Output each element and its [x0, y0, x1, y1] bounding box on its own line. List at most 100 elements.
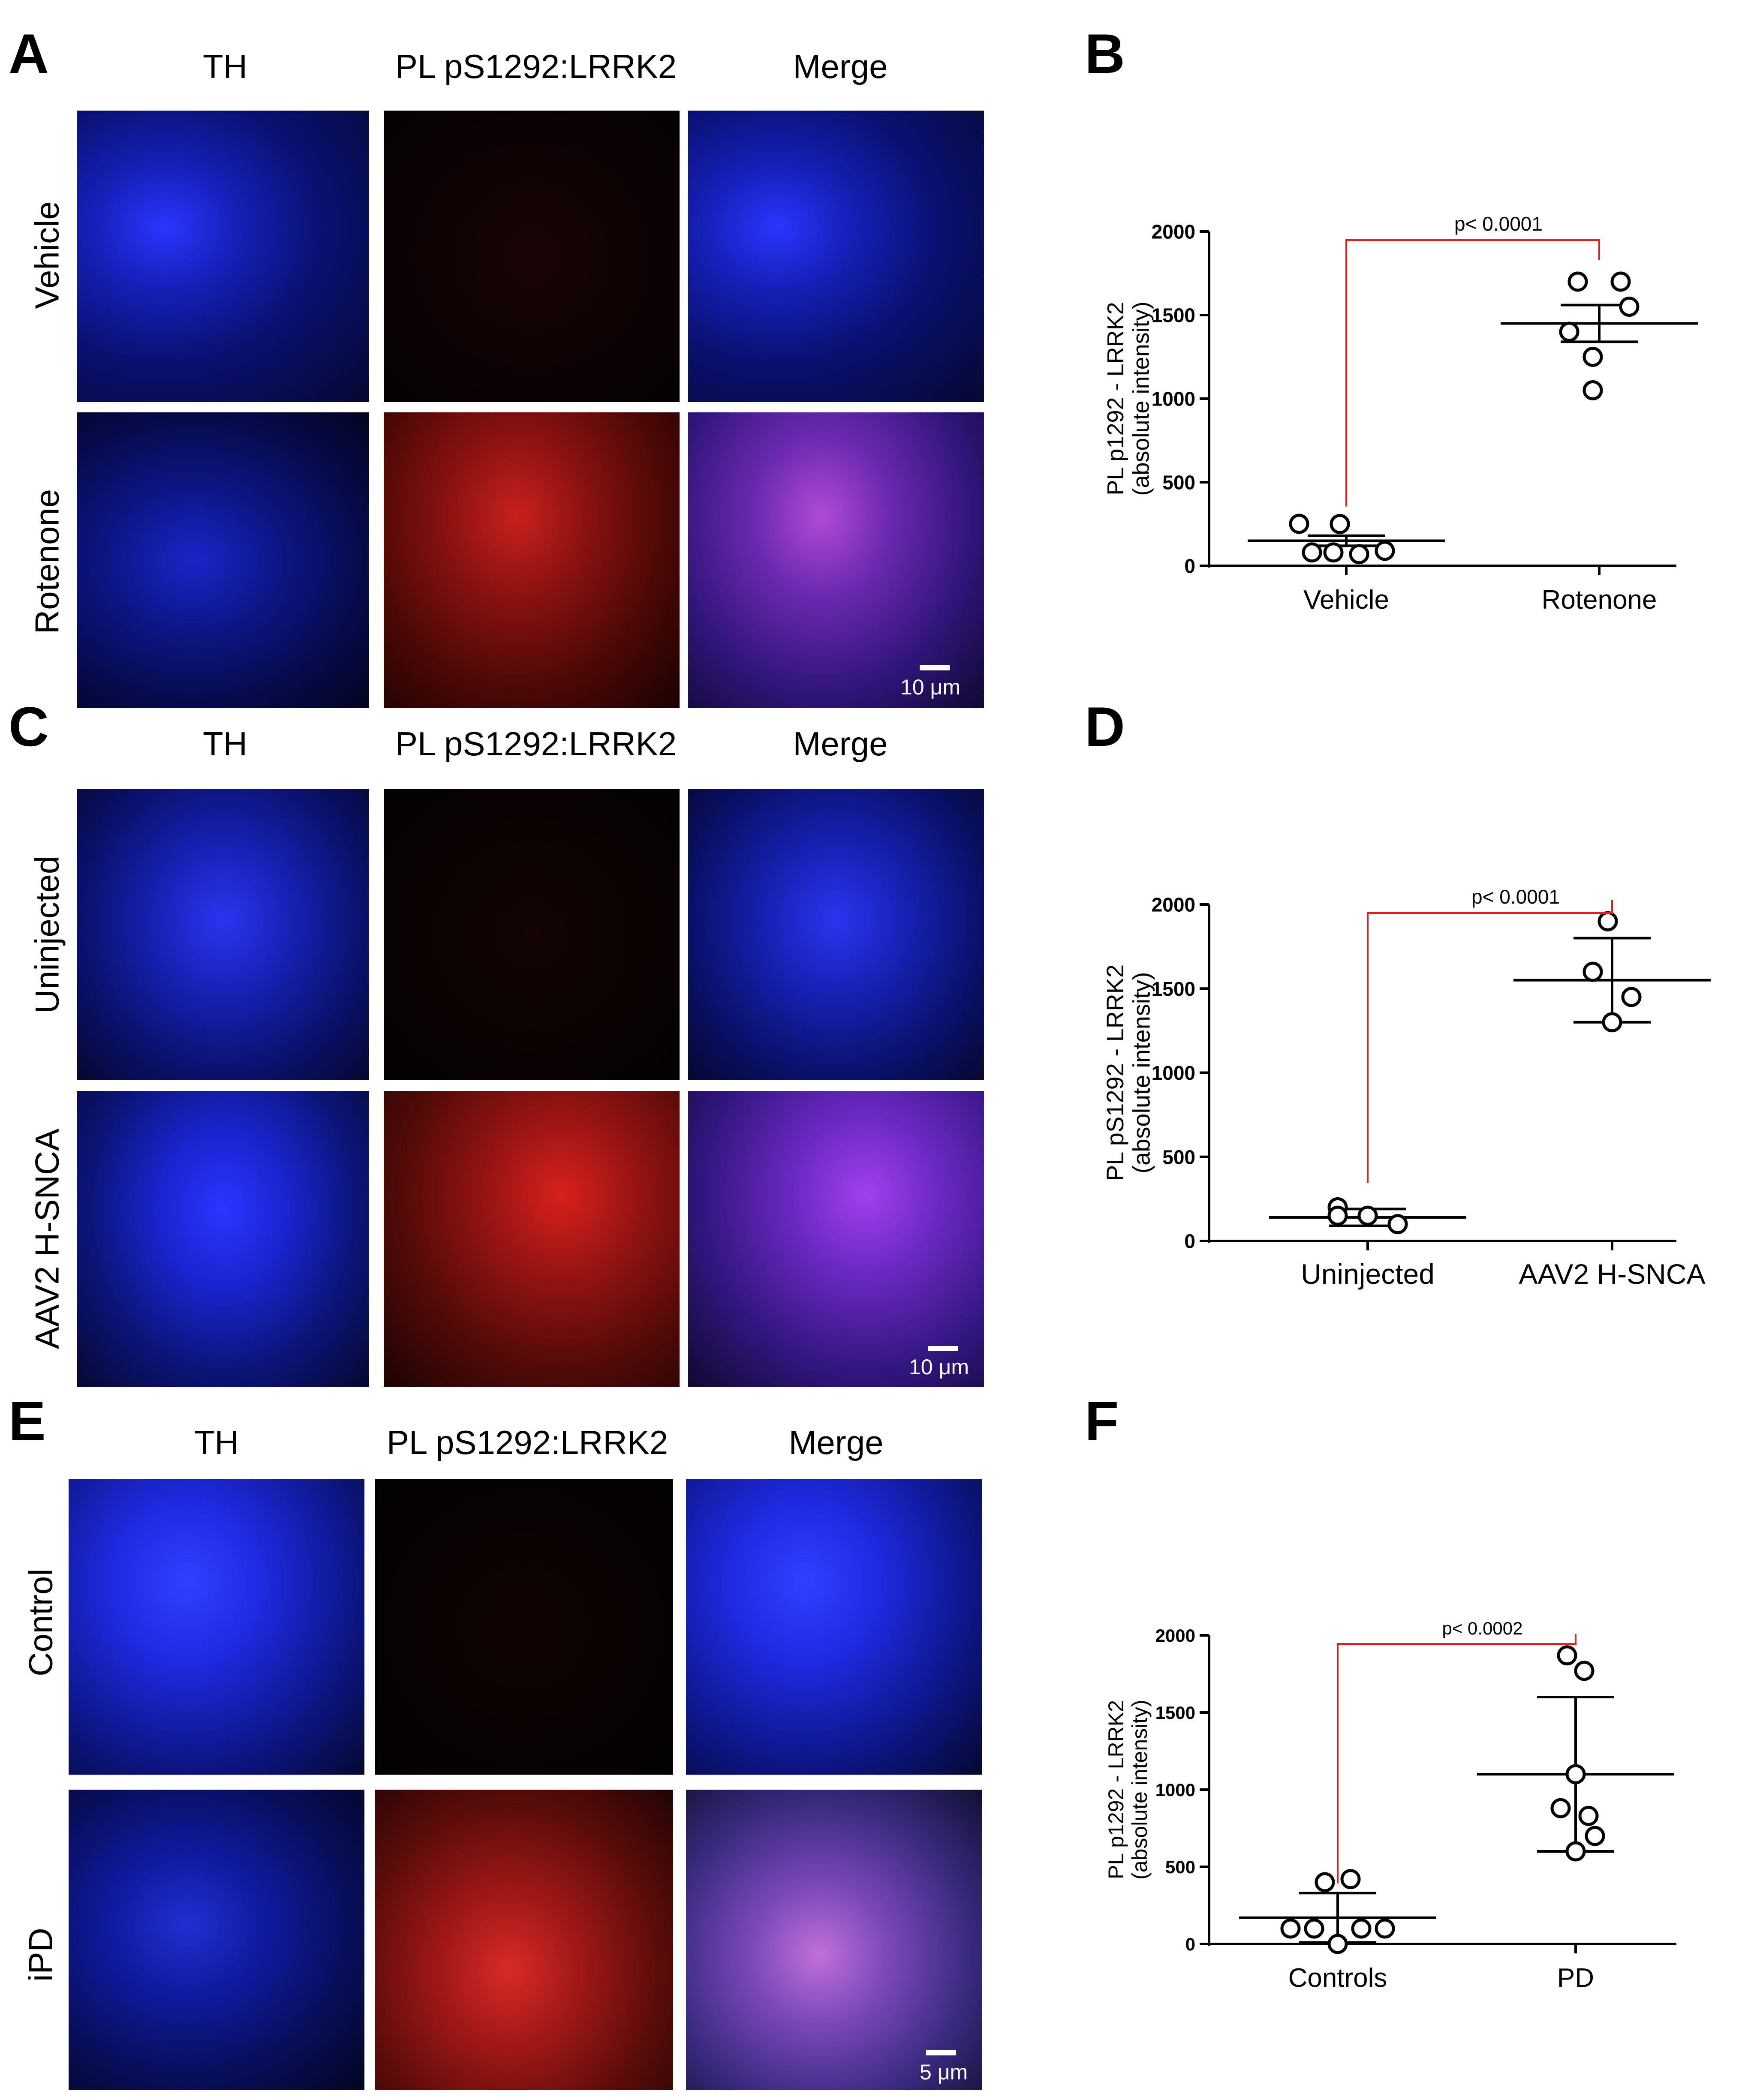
- data-point: [1304, 1918, 1324, 1939]
- x-category-label: Uninjected: [1301, 1258, 1435, 1290]
- data-point: [1387, 1214, 1408, 1235]
- chart-b: 0 500 1000 1500 2000 Vehicle Rotenone PL p1292 …: [1103, 213, 1698, 615]
- col-header-merge: Merge: [793, 725, 888, 763]
- data-point: [1565, 1764, 1586, 1785]
- data-point: [1302, 542, 1322, 563]
- micrograph-merge-rotenone: 10 μm: [688, 412, 984, 708]
- data-point: [1574, 1661, 1595, 1681]
- significance-bracket: [1337, 1634, 1577, 1884]
- data-point: [1280, 1918, 1301, 1939]
- micrograph-pl-rotenone: [384, 412, 680, 708]
- y-axis-label: PL p1292 - LRRK2(absolute intensity): [1104, 1700, 1152, 1880]
- scale-bar: [928, 1346, 958, 1351]
- row-label-ipd: iPD: [21, 1928, 60, 1982]
- data-point: [1550, 1798, 1571, 1818]
- row-label-control: Control: [21, 1568, 60, 1676]
- micrograph-pl-control: [375, 1479, 673, 1775]
- micrograph-merge-ipd: 5 μm: [686, 1790, 982, 2090]
- data-point: [1559, 321, 1580, 342]
- y-tick-label: 1000: [1152, 1062, 1195, 1084]
- micrograph-merge-aav2: 10 μm: [688, 1091, 984, 1387]
- col-header-th: TH: [203, 48, 247, 85]
- data-point: [1315, 1872, 1335, 1893]
- data-point: [1583, 961, 1603, 982]
- micrograph-merge-control: [686, 1479, 982, 1775]
- col-header-merge: Merge: [788, 1424, 884, 1461]
- y-tick-label: 2000: [1155, 1625, 1195, 1646]
- row-label-vehicle: Vehicle: [28, 201, 66, 309]
- panel-letter-a: A: [9, 22, 49, 85]
- scale-bar: [920, 665, 950, 670]
- data-point: [1602, 1012, 1622, 1033]
- y-tick-label: 500: [1162, 1146, 1195, 1168]
- micrograph-pl-vehicle: [384, 111, 680, 402]
- data-point: [1557, 1645, 1577, 1666]
- data-point: [1357, 1205, 1378, 1226]
- data-point: [1349, 544, 1369, 565]
- data-point: [1375, 1918, 1395, 1939]
- col-header-merge: Merge: [793, 48, 888, 85]
- data-point: [1610, 271, 1631, 292]
- chart-f: 0 500 1000 1500 2000 Controls PD PL p1292 - LRR…: [1104, 1618, 1676, 1993]
- y-tick-label: 0: [1184, 1230, 1195, 1253]
- y-tick-label: 1500: [1155, 1703, 1195, 1723]
- y-tick-label: 2000: [1152, 894, 1195, 916]
- significance-bracket: [1345, 239, 1600, 507]
- row-label-uninjected: Uninjected: [28, 855, 66, 1014]
- col-header-th: TH: [194, 1424, 239, 1461]
- panel-letter-e: E: [9, 1390, 46, 1452]
- panel-letter-c: C: [9, 695, 49, 758]
- data-point: [1621, 987, 1642, 1007]
- col-header-pl: PL pS1292:LRRK2: [395, 725, 677, 763]
- micrograph-th-vehicle: [77, 111, 369, 402]
- micrograph-th-uninjected: [77, 789, 369, 1080]
- y-tick-label: 1000: [1155, 1780, 1195, 1800]
- x-category-label: PD: [1557, 1963, 1594, 1993]
- micrograph-pl-aav2: [384, 1091, 680, 1387]
- row-label-rotenone: Rotenone: [28, 489, 66, 634]
- scale-bar: [926, 2050, 956, 2055]
- micrograph-th-aav2: [77, 1091, 369, 1387]
- scale-bar-label: 10 μm: [900, 675, 960, 699]
- micrograph-th-control: [69, 1479, 364, 1775]
- micrograph-th-ipd: [69, 1790, 364, 2090]
- col-header-pl: PL pS1292:LRRK2: [395, 48, 677, 85]
- data-point: [1598, 911, 1618, 931]
- micrograph-merge-vehicle: [688, 111, 984, 402]
- micrograph-th-rotenone: [77, 412, 369, 708]
- y-tick-label: 1000: [1152, 388, 1195, 410]
- data-point: [1619, 297, 1640, 317]
- data-point: [1340, 1869, 1361, 1890]
- data-point: [1585, 1826, 1605, 1846]
- data-point: [1351, 1918, 1372, 1939]
- y-tick-label: 1500: [1152, 304, 1195, 327]
- data-point: [1583, 347, 1603, 367]
- chart-d: 0 500 1000 1500 2000 Uninjected AAV2 H-SNCA PL …: [1101, 886, 1711, 1290]
- panel-letter-b: B: [1085, 22, 1125, 85]
- p-value-annotation: p< 0.0002: [1442, 1618, 1522, 1638]
- y-axis-label: PL pS1292 - LRRK2(absolute intensity): [1101, 964, 1155, 1181]
- col-header-th: TH: [203, 725, 247, 763]
- micrograph-pl-ipd: [375, 1790, 673, 2090]
- p-value-annotation: p< 0.0001: [1471, 886, 1560, 908]
- data-point: [1323, 542, 1344, 563]
- data-point: [1583, 380, 1603, 400]
- p-value-annotation: p< 0.0001: [1454, 213, 1543, 235]
- data-point: [1567, 271, 1588, 292]
- col-header-pl: PL pS1292:LRRK2: [386, 1424, 668, 1461]
- scale-bar-label: 5 μm: [920, 2060, 968, 2084]
- x-category-label: AAV2 H-SNCA: [1519, 1258, 1705, 1290]
- y-tick-label: 0: [1185, 1934, 1195, 1954]
- y-tick-label: 2000: [1152, 221, 1195, 243]
- panel-letter-f: F: [1085, 1390, 1119, 1452]
- data-point: [1330, 514, 1350, 534]
- x-category-label: Controls: [1288, 1963, 1387, 1993]
- data-point: [1565, 1841, 1586, 1862]
- significance-bracket: [1367, 900, 1613, 1184]
- micrograph-merge-uninjected: [688, 789, 984, 1080]
- row-label-aav2: AAV2 H-SNCA: [28, 1128, 66, 1349]
- y-tick-label: 500: [1162, 472, 1195, 494]
- data-point: [1327, 1934, 1348, 1954]
- data-point: [1289, 514, 1309, 534]
- y-tick-label: 500: [1165, 1857, 1195, 1877]
